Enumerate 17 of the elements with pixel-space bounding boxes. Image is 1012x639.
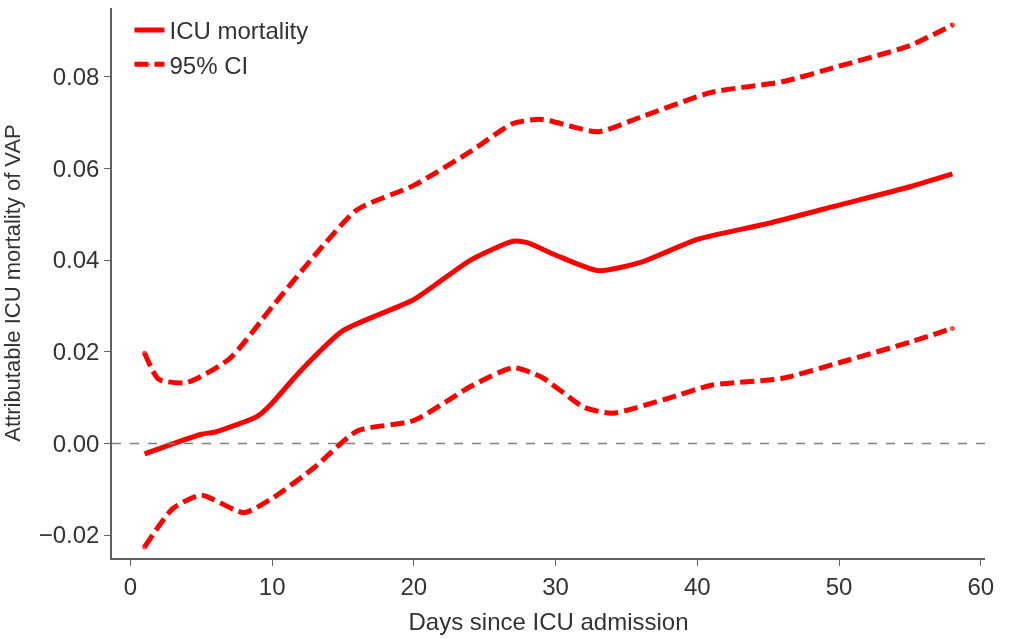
x-tick-label: 0 — [123, 572, 138, 600]
x-tick-label: 30 — [542, 572, 569, 600]
y-tick-label: 0.00 — [52, 429, 100, 457]
legend-label: 95% CI — [169, 51, 249, 79]
x-tick-label: 60 — [967, 572, 995, 600]
legend-label: ICU mortality — [169, 17, 309, 45]
x-tick-label: 20 — [400, 572, 428, 600]
y-tick-label: 0.02 — [52, 338, 100, 366]
x-tick-label: 10 — [258, 572, 286, 600]
y-tick-label: −0.02 — [38, 521, 100, 549]
y-axis-title: Attributable ICU mortality of VAP — [0, 124, 25, 442]
y-tick-label: 0.08 — [52, 63, 100, 91]
y-tick-label: 0.06 — [52, 154, 100, 182]
x-tick-label: 50 — [825, 572, 853, 600]
y-tick-label: 0.04 — [52, 246, 100, 274]
x-axis-title: Days since ICU admission — [408, 608, 689, 636]
x-tick-label: 40 — [683, 572, 711, 600]
